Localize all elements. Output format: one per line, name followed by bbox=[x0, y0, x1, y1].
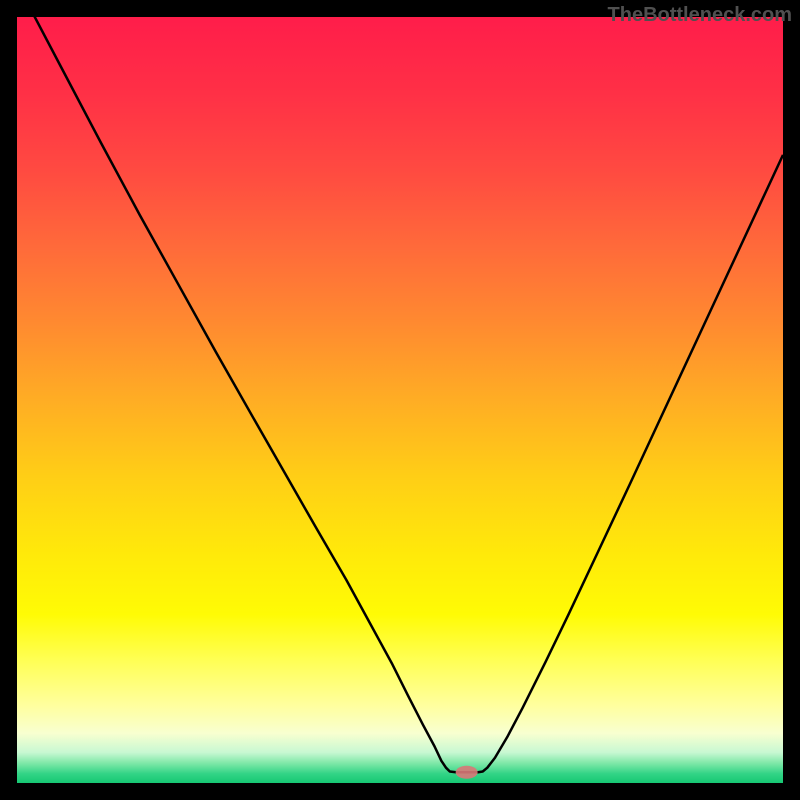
watermark-text: TheBottleneck.com bbox=[608, 4, 792, 27]
minimum-marker bbox=[456, 766, 478, 779]
plot-svg bbox=[17, 17, 783, 783]
chart-container: TheBottleneck.com bbox=[0, 0, 800, 800]
